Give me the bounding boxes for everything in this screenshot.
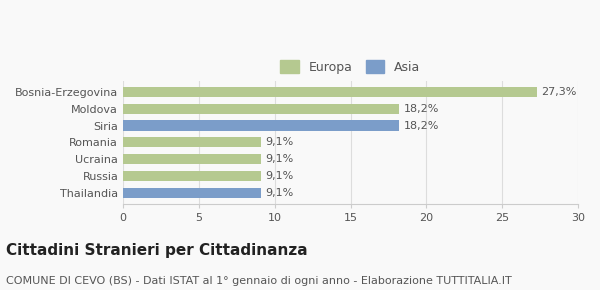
Bar [123, 137, 261, 148]
Text: 18,2%: 18,2% [404, 121, 439, 130]
Text: 9,1%: 9,1% [266, 171, 294, 181]
Bar [123, 188, 261, 198]
Bar [123, 120, 399, 130]
Bar [123, 87, 537, 97]
Text: 9,1%: 9,1% [266, 188, 294, 198]
Bar [123, 104, 399, 114]
Text: COMUNE DI CEVO (BS) - Dati ISTAT al 1° gennaio di ogni anno - Elaborazione TUTTI: COMUNE DI CEVO (BS) - Dati ISTAT al 1° g… [6, 276, 512, 286]
Text: 9,1%: 9,1% [266, 137, 294, 147]
Text: 9,1%: 9,1% [266, 154, 294, 164]
Text: 27,3%: 27,3% [542, 87, 577, 97]
Bar [123, 171, 261, 181]
Text: Cittadini Stranieri per Cittadinanza: Cittadini Stranieri per Cittadinanza [6, 243, 308, 258]
Legend: Europa, Asia: Europa, Asia [280, 60, 421, 74]
Bar [123, 154, 261, 164]
Text: 18,2%: 18,2% [404, 104, 439, 114]
